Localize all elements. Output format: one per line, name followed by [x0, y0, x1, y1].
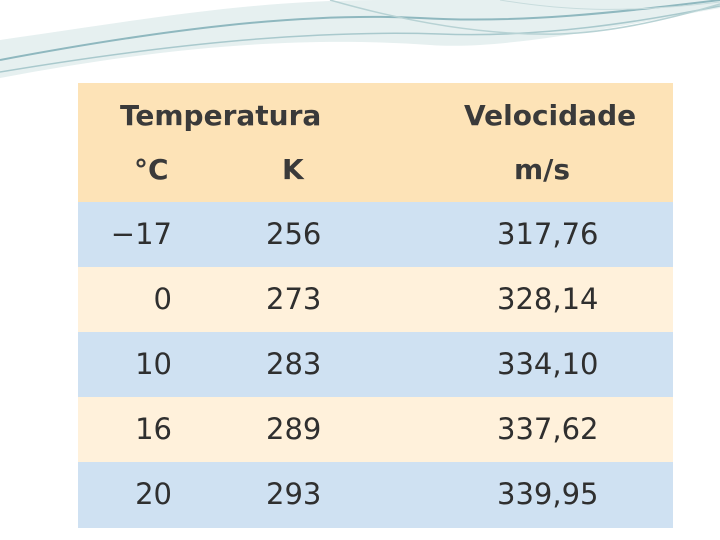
cell-kelvin: 256: [266, 217, 322, 251]
header-velocidade: Velocidade: [464, 99, 637, 132]
cell-kelvin: 289: [266, 412, 322, 446]
cell-velocidade: 337,62: [497, 412, 599, 446]
table-row: 16 289 337,62: [78, 397, 673, 462]
cell-celsius: 16: [135, 412, 172, 446]
cell-celsius: 10: [135, 347, 172, 381]
table-row: 10 283 334,10: [78, 332, 673, 397]
cell-velocidade: 339,95: [497, 477, 599, 511]
cell-velocidade: 334,10: [497, 347, 599, 381]
header-temperatura: Temperatura: [120, 99, 322, 132]
table-header: Temperatura Velocidade °C K m/s: [78, 83, 673, 202]
cell-celsius: 0: [153, 282, 172, 316]
table-row: 20 293 339,95: [78, 462, 673, 528]
table-row: −17 256 317,76: [78, 202, 673, 267]
cell-velocidade: 328,14: [497, 282, 599, 316]
cell-celsius: 20: [135, 477, 172, 511]
cell-kelvin: 273: [266, 282, 322, 316]
header-unit-velocity: m/s: [514, 153, 571, 186]
cell-velocidade: 317,76: [497, 217, 599, 251]
table-row: 0 273 328,14: [78, 267, 673, 332]
cell-kelvin: 293: [266, 477, 322, 511]
cell-kelvin: 283: [266, 347, 322, 381]
header-unit-celsius: °C: [134, 153, 169, 186]
header-unit-kelvin: K: [282, 153, 304, 186]
slide-decoration: [0, 0, 720, 78]
cell-celsius: −17: [110, 217, 172, 251]
temperature-velocity-table: Temperatura Velocidade °C K m/s −17 256 …: [78, 83, 673, 528]
